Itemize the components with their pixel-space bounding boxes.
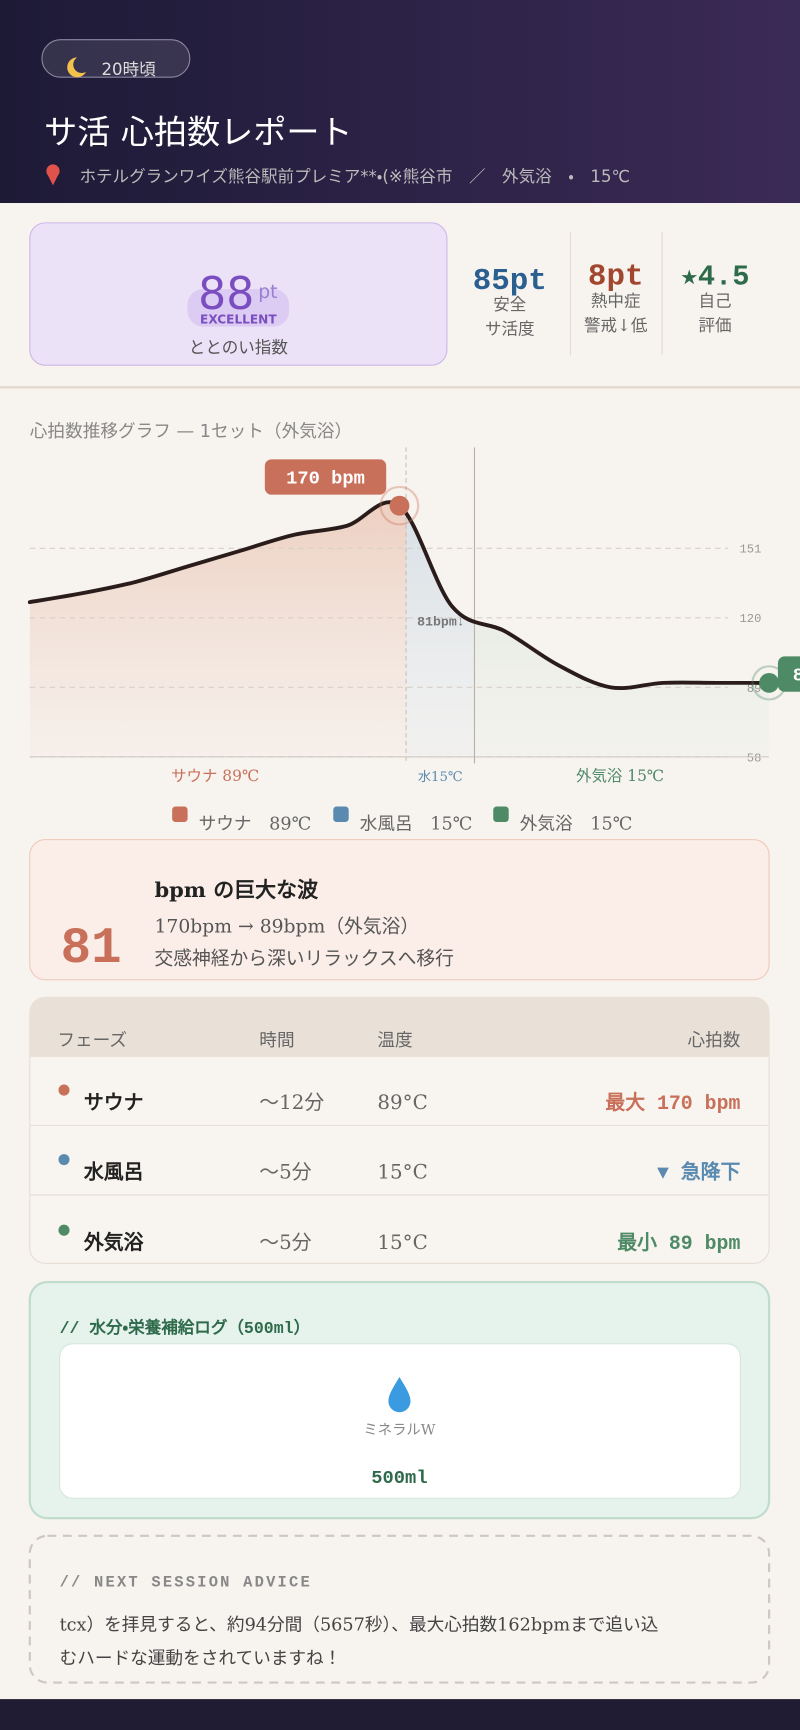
peak-halo <box>379 485 420 526</box>
cell-hr: 最小 89 bpm <box>617 1232 740 1255</box>
score-value: ★4.5 <box>681 261 750 294</box>
callout-line: 170bpm → 89bpm（外気浴） <box>154 915 419 937</box>
cell-time: ～5分 <box>259 1231 311 1254</box>
main-score-label: ととのい指数 <box>189 338 289 357</box>
row-dot <box>58 1154 70 1166</box>
table-header: 心拍数 <box>687 1030 740 1051</box>
header-bg <box>0 0 800 204</box>
hydration-title: // 水分・栄養補給ログ（500ml） <box>60 1317 311 1338</box>
advice-line: tcx）を拝見すると、約94分間（5657秒）、最大心拍数162bpmまで追い込 <box>60 1615 659 1636</box>
peak-label-bg <box>264 459 387 495</box>
score-label: 評価 <box>698 316 731 335</box>
legend-swatch <box>493 806 509 822</box>
cell-hr: ▼ 急降下 <box>657 1160 741 1184</box>
legend-label: 外気浴 15℃ <box>520 814 633 835</box>
pin-icon <box>46 164 60 186</box>
y-tick-label: 120 <box>740 612 762 626</box>
main-score-value: 88 <box>198 269 254 320</box>
legend-label: サウナ 89℃ <box>199 814 312 835</box>
table-header: フェーズ <box>57 1030 127 1051</box>
score-label: 警戒↓低 <box>584 316 648 335</box>
bottom-bar <box>0 1699 800 1730</box>
cell-phase: 水風呂 <box>83 1159 144 1183</box>
score-value: 8pt <box>588 260 644 295</box>
legend-swatch <box>333 806 349 822</box>
peak-label: 170 bpm <box>286 468 365 490</box>
min-marker <box>759 672 780 693</box>
drop-label: 81bpm↓ <box>417 615 465 630</box>
advice-line: むハードな運動をされていますね！ <box>60 1648 342 1669</box>
min-label-bg <box>777 656 800 692</box>
cell-time: ～12分 <box>259 1091 324 1114</box>
cell-hr: 最大 170 bpm <box>605 1091 740 1115</box>
score-value: 85pt <box>473 264 547 299</box>
legend-swatch <box>172 806 188 822</box>
score-label: 自己 <box>698 292 731 311</box>
legend-label: 水風呂 15℃ <box>360 814 473 835</box>
time-badge-text: 20時頃 <box>102 60 157 79</box>
cell-temp: 15°C <box>377 1231 427 1254</box>
phase-label: 水15℃ <box>418 769 463 785</box>
row-dot <box>58 1084 70 1096</box>
advice-title: // NEXT SESSION ADVICE <box>60 1574 312 1592</box>
phase-label: サウナ 89℃ <box>171 767 259 785</box>
hydration-item: ミネラルW <box>363 1421 435 1438</box>
phase-label: 外気浴 15℃ <box>576 767 664 785</box>
y-tick-label: 58 <box>747 751 762 765</box>
main-score-unit: pt <box>258 282 277 303</box>
score-label: サ活度 <box>485 319 535 338</box>
cell-time: ～5分 <box>259 1160 311 1183</box>
cell-phase: 外気浴 <box>83 1230 144 1254</box>
callout-number: 81 <box>61 921 122 978</box>
moon-icon <box>67 57 87 78</box>
score-label: 安全 <box>493 295 526 314</box>
hydration-item-card <box>59 1343 741 1499</box>
chart-title: 心拍数推移グラフ — 1セット（外気浴） <box>30 421 352 442</box>
row-dot <box>58 1224 70 1236</box>
y-tick-label: 89 <box>747 682 762 696</box>
main-score-grade: EXCELLENT <box>200 312 277 326</box>
time-badge <box>41 39 191 78</box>
score-glow <box>187 289 290 327</box>
cell-temp: 89°C <box>377 1091 427 1114</box>
cell-temp: 15°C <box>377 1160 427 1183</box>
y-tick-label: 151 <box>740 543 762 557</box>
peak-marker <box>389 495 410 516</box>
title: サ活 心拍数レポート <box>44 112 352 151</box>
callout-card <box>29 839 770 981</box>
hydration-amount: 500ml <box>371 1467 427 1489</box>
advice-card <box>28 1534 771 1684</box>
cell-phase: サウナ <box>84 1090 144 1114</box>
table-header: 時間 <box>259 1030 294 1051</box>
table-header: 温度 <box>377 1030 412 1051</box>
min-label: 89 bpm <box>793 665 800 687</box>
location: ホテルグランワイズ熊谷駅前プレミア**・(※熊谷市 ／ 外気浴 ・ 15℃ <box>79 167 630 186</box>
table-header-bg <box>29 997 770 1057</box>
callout-title: bpm の巨大な波 <box>154 877 319 902</box>
drop-icon <box>388 1376 411 1413</box>
callout-line: 交感神経から深いリラックスへ移行 <box>154 947 453 969</box>
score-label: 熱中症 <box>591 292 641 311</box>
